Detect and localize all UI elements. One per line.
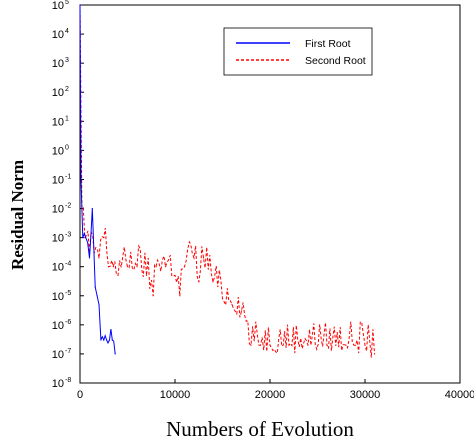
data-point xyxy=(91,207,93,210)
data-point xyxy=(103,339,105,341)
data-point xyxy=(202,257,205,259)
y-tick-exponent: 0 xyxy=(65,144,69,151)
y-tick-exponent: -7 xyxy=(65,348,71,355)
data-point xyxy=(259,344,262,346)
x-tick-label: 0 xyxy=(77,389,83,401)
x-tick-label: 30000 xyxy=(350,389,381,401)
data-point xyxy=(98,303,100,306)
y-tick-label: 10 xyxy=(52,291,64,303)
data-point xyxy=(164,266,167,268)
data-point xyxy=(107,266,110,268)
y-tick-exponent: -6 xyxy=(65,319,71,326)
y-tick-label: 10 xyxy=(52,320,64,332)
y-tick-label: 10 xyxy=(52,116,64,128)
x-tick-label: 40000 xyxy=(445,389,474,401)
y-tick-label: 10 xyxy=(52,204,64,216)
data-point xyxy=(111,339,113,341)
data-point xyxy=(174,274,176,276)
data-point xyxy=(88,257,91,259)
data-point xyxy=(98,257,100,259)
series-line-first-root xyxy=(79,4,116,354)
data-point xyxy=(152,295,154,297)
y-tick-label: 10 xyxy=(52,58,64,70)
data-point xyxy=(373,353,376,355)
data-point xyxy=(117,274,119,276)
data-point xyxy=(193,257,195,259)
data-point xyxy=(198,281,200,283)
series-line-second-root xyxy=(79,4,375,358)
data-point xyxy=(103,237,105,239)
data-point xyxy=(136,266,138,268)
data-point xyxy=(82,237,84,239)
legend-label-first-root: First Root xyxy=(305,38,351,50)
y-tick-exponent: 5 xyxy=(65,0,69,6)
data-point xyxy=(179,295,181,297)
y-tick-exponent: -2 xyxy=(65,203,71,210)
x-tick-label: 20000 xyxy=(255,389,286,401)
y-tick-label: 10 xyxy=(52,174,64,186)
data-point xyxy=(354,344,357,346)
data-point xyxy=(112,266,114,268)
y-tick-label: 10 xyxy=(52,233,64,245)
y-tick-exponent: -1 xyxy=(65,173,71,180)
data-point xyxy=(240,310,243,312)
x-axis: 0 10000 20000 30000 40000 xyxy=(77,379,474,401)
data-point xyxy=(96,295,98,297)
data-point xyxy=(212,281,214,283)
data-point xyxy=(79,4,81,6)
data-point xyxy=(114,353,116,355)
y-tick-label: 10 xyxy=(52,378,64,390)
y-tick-exponent: 4 xyxy=(65,28,69,35)
data-point xyxy=(364,344,366,346)
y-tick-exponent: 3 xyxy=(65,57,69,64)
y-tick-label: 10 xyxy=(52,349,64,361)
legend-box xyxy=(223,27,373,76)
y-tick-label: 10 xyxy=(52,0,64,12)
data-point xyxy=(126,266,129,268)
y-tick-label: 10 xyxy=(52,262,64,274)
data-point xyxy=(288,344,290,346)
data-point xyxy=(106,339,108,341)
data-point xyxy=(155,266,157,268)
x-tick-label: 10000 xyxy=(160,389,191,401)
y-tick-label: 10 xyxy=(52,87,64,99)
x-axis-label: Numbers of Evolution xyxy=(166,417,354,440)
data-point xyxy=(326,344,328,346)
data-point xyxy=(94,286,96,288)
y-tick-exponent: -8 xyxy=(65,377,71,384)
data-point xyxy=(345,344,347,346)
y-axis-label: Residual Norm xyxy=(8,160,27,270)
data-point xyxy=(269,344,271,346)
y-tick-exponent: 2 xyxy=(65,86,69,93)
data-point xyxy=(80,178,82,181)
data-point xyxy=(108,339,111,341)
data-point xyxy=(100,339,102,341)
y-tick-label: 10 xyxy=(52,145,64,157)
data-point xyxy=(221,298,224,300)
y-tick-exponent: -4 xyxy=(65,261,71,268)
series-layer xyxy=(79,4,376,358)
y-tick-exponent: -5 xyxy=(65,290,71,297)
y-tick-exponent: -3 xyxy=(65,232,71,239)
data-point xyxy=(183,266,186,268)
y-tick-label: 10 xyxy=(52,29,64,41)
data-point xyxy=(250,344,252,346)
y-tick-exponent: 1 xyxy=(65,115,69,122)
legend-label-second-root: Second Root xyxy=(305,55,366,67)
data-point xyxy=(145,274,148,276)
data-point xyxy=(231,303,233,306)
data-point xyxy=(85,237,87,239)
data-point xyxy=(307,344,309,346)
legend: First Root Second Root xyxy=(223,27,373,76)
